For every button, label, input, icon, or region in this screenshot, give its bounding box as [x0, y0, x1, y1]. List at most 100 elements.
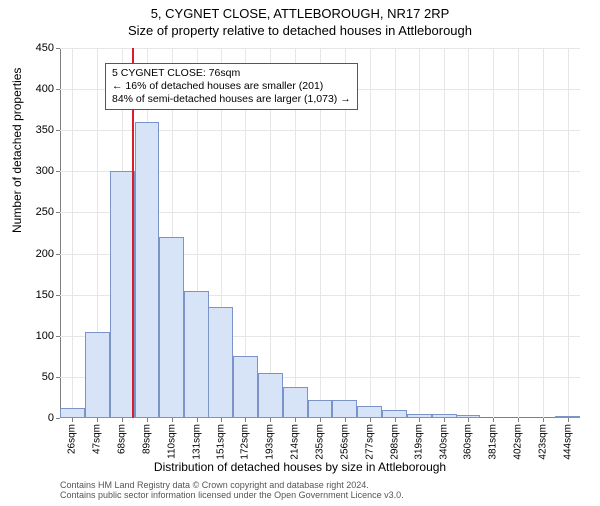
histogram-bar: [85, 332, 110, 418]
xtick-label: 131sqm: [191, 424, 202, 460]
info-box-line: 5 CYGNET CLOSE: 76sqm: [112, 67, 351, 80]
histogram-bar: [382, 410, 407, 418]
xtick-label: 319sqm: [414, 424, 425, 460]
ytick-mark: [56, 377, 60, 378]
xtick-mark: [468, 418, 469, 422]
xtick-label: 402sqm: [512, 424, 523, 460]
xtick-mark: [122, 418, 123, 422]
ytick-label: 300: [14, 165, 54, 177]
histogram-chart: 05010015020025030035040045026sqm47sqm68s…: [60, 48, 580, 418]
xtick-label: 340sqm: [439, 424, 450, 460]
xtick-mark: [395, 418, 396, 422]
vgrid-line: [468, 48, 469, 418]
xtick-mark: [320, 418, 321, 422]
xtick-label: 110sqm: [166, 424, 177, 459]
vgrid-line: [419, 48, 420, 418]
x-axis-title: Distribution of detached houses by size …: [0, 460, 600, 474]
xtick-label: 26sqm: [67, 424, 78, 454]
xtick-mark: [518, 418, 519, 422]
info-box-line: ← 16% of detached houses are smaller (20…: [112, 80, 351, 93]
ytick-mark: [56, 295, 60, 296]
ytick-mark: [56, 171, 60, 172]
xtick-mark: [419, 418, 420, 422]
info-box-line: 84% of semi-detached houses are larger (…: [112, 93, 351, 106]
vgrid-line: [72, 48, 73, 418]
vgrid-line: [444, 48, 445, 418]
xtick-mark: [197, 418, 198, 422]
xtick-mark: [270, 418, 271, 422]
histogram-bar: [308, 400, 333, 418]
xtick-label: 235sqm: [315, 424, 326, 460]
page-title-line1: 5, CYGNET CLOSE, ATTLEBOROUGH, NR17 2RP: [0, 6, 600, 21]
xtick-label: 298sqm: [389, 424, 400, 460]
xtick-mark: [345, 418, 346, 422]
ytick-mark: [56, 89, 60, 90]
ytick-mark: [56, 48, 60, 49]
ytick-label: 250: [14, 206, 54, 218]
xtick-label: 151sqm: [215, 424, 226, 460]
ytick-label: 50: [14, 371, 54, 383]
histogram-bar: [357, 406, 382, 418]
ytick-mark: [56, 418, 60, 419]
xtick-mark: [370, 418, 371, 422]
xtick-mark: [97, 418, 98, 422]
vgrid-line: [543, 48, 544, 418]
xtick-mark: [444, 418, 445, 422]
y-axis-line: [60, 48, 61, 418]
xtick-label: 360sqm: [463, 424, 474, 460]
vgrid-line: [493, 48, 494, 418]
xtick-label: 193sqm: [265, 424, 276, 460]
ytick-mark: [56, 254, 60, 255]
ytick-label: 0: [14, 412, 54, 424]
vgrid-line: [568, 48, 569, 418]
histogram-bar: [60, 408, 85, 418]
xtick-mark: [221, 418, 222, 422]
ytick-label: 150: [14, 289, 54, 301]
vgrid-line: [370, 48, 371, 418]
xtick-label: 444sqm: [562, 424, 573, 460]
xtick-mark: [493, 418, 494, 422]
property-info-box: 5 CYGNET CLOSE: 76sqm← 16% of detached h…: [105, 63, 358, 110]
xtick-mark: [72, 418, 73, 422]
xtick-label: 423sqm: [537, 424, 548, 460]
xtick-mark: [543, 418, 544, 422]
histogram-bar: [407, 414, 432, 418]
xtick-label: 277sqm: [364, 424, 375, 460]
histogram-bar: [184, 291, 209, 418]
ytick-label: 450: [14, 42, 54, 54]
ytick-label: 100: [14, 330, 54, 342]
xtick-label: 256sqm: [339, 424, 350, 460]
xtick-mark: [147, 418, 148, 422]
plot-area: 05010015020025030035040045026sqm47sqm68s…: [60, 48, 580, 418]
vgrid-line: [518, 48, 519, 418]
xtick-mark: [172, 418, 173, 422]
footer-line2: Contains public sector information licen…: [60, 491, 404, 501]
xtick-label: 47sqm: [92, 424, 103, 454]
histogram-bar: [555, 416, 580, 418]
xtick-label: 68sqm: [117, 424, 128, 454]
ytick-mark: [56, 130, 60, 131]
histogram-bar: [159, 237, 184, 418]
histogram-bar: [135, 122, 160, 418]
ytick-mark: [56, 212, 60, 213]
vgrid-line: [395, 48, 396, 418]
histogram-bar: [258, 373, 283, 418]
xtick-label: 172sqm: [240, 424, 251, 460]
ytick-label: 200: [14, 248, 54, 260]
xtick-mark: [295, 418, 296, 422]
ytick-label: 350: [14, 124, 54, 136]
xtick-label: 89sqm: [142, 424, 153, 454]
histogram-bar: [456, 415, 481, 418]
xtick-label: 214sqm: [290, 424, 301, 460]
histogram-bar: [332, 400, 357, 418]
xtick-mark: [568, 418, 569, 422]
histogram-bar: [233, 356, 258, 418]
ytick-label: 400: [14, 83, 54, 95]
histogram-bar: [208, 307, 233, 418]
page-title-line2: Size of property relative to detached ho…: [0, 23, 600, 38]
xtick-label: 381sqm: [487, 424, 498, 460]
histogram-bar: [432, 414, 457, 418]
histogram-bar: [283, 387, 308, 418]
footer-attribution: Contains HM Land Registry data © Crown c…: [60, 481, 404, 501]
xtick-mark: [245, 418, 246, 422]
